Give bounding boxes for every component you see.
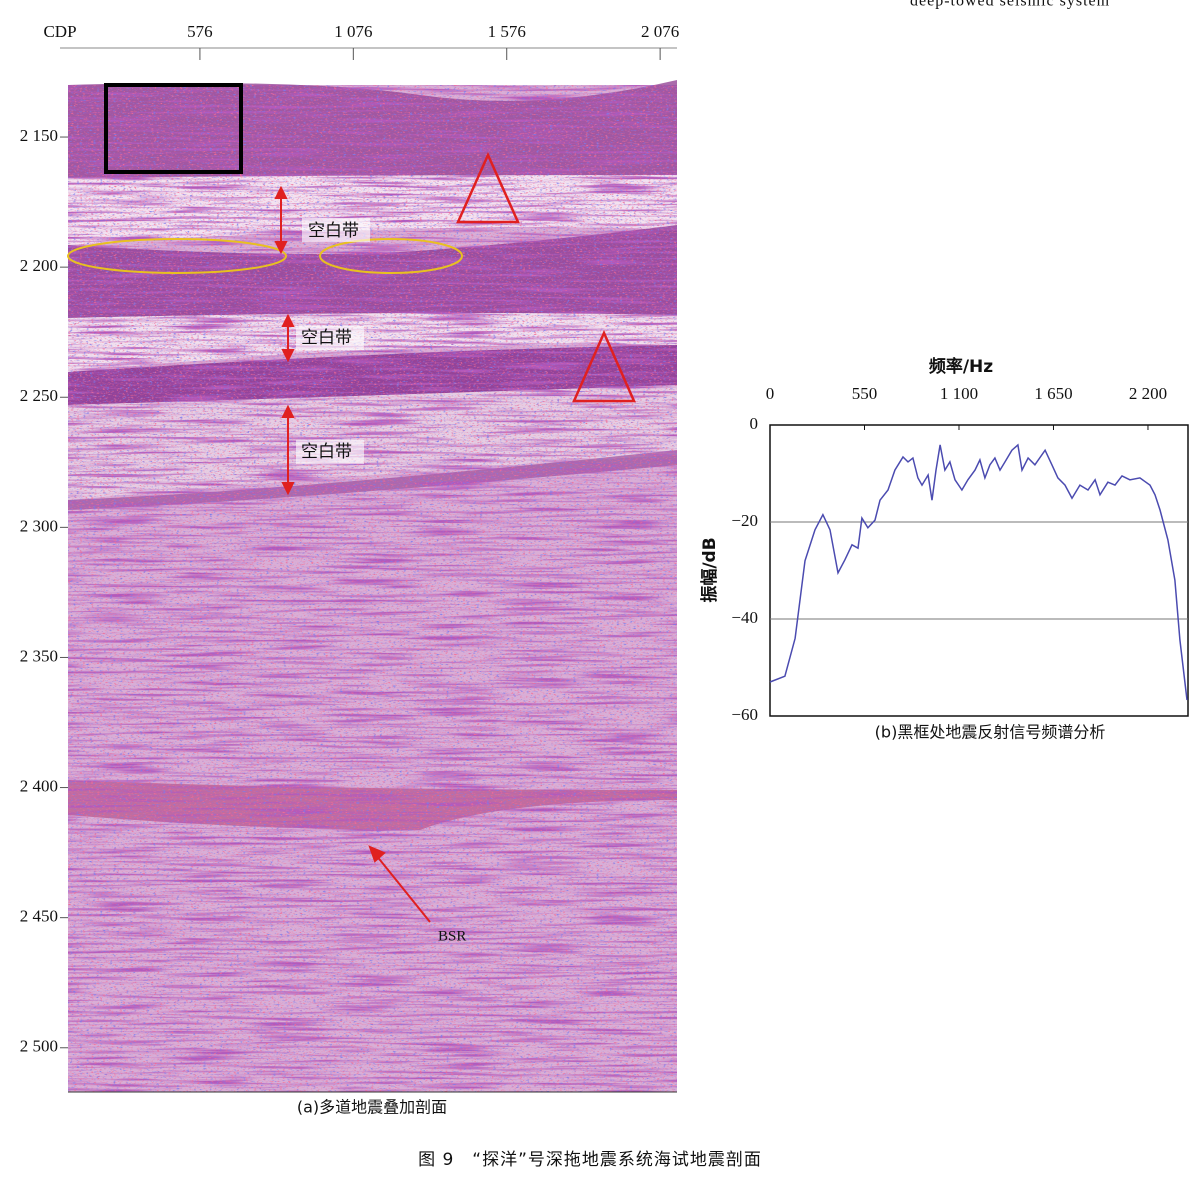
y-tick-label: 2 500 — [20, 1037, 58, 1056]
y-tick-label: 2 450 — [20, 907, 58, 926]
triangle — [456, 151, 520, 224]
y-tick-label: 2 200 — [20, 256, 58, 275]
y-tick-label: −40 — [731, 608, 758, 627]
x-tick-label: 550 — [852, 384, 878, 403]
triangle — [572, 329, 636, 403]
caption: (b)黑框处地震反射信号频谱分析 — [875, 723, 1106, 742]
black-box — [104, 83, 243, 174]
y-tick-label: 2 300 — [20, 516, 58, 535]
y-tick-label: 2 250 — [20, 386, 58, 405]
x-tick-label: 0 — [766, 384, 775, 403]
y-tick-label: 2 350 — [20, 646, 58, 665]
ellipse — [319, 238, 463, 274]
y-tick-label: −60 — [731, 705, 758, 724]
y-tick-label: 2 150 — [20, 126, 58, 145]
x-axis-label: CDP — [43, 22, 76, 41]
x-tick-label: 2 076 — [641, 22, 679, 41]
annotation: 空白带 — [301, 328, 352, 348]
figure-caption: 图 9 “探洋”号深拖地震系统海试地震剖面 — [418, 1150, 762, 1170]
ellipse — [67, 238, 287, 274]
top-text: deep-towed seismic system — [910, 0, 1110, 10]
x-tick-label: 1 650 — [1034, 384, 1072, 403]
annotation: BSR — [438, 928, 466, 944]
caption: (a)多道地震叠加剖面 — [297, 1098, 447, 1117]
y-tick-label: −20 — [731, 511, 758, 530]
annotation: 空白带 — [301, 442, 352, 462]
x-tick-label: 576 — [187, 22, 213, 41]
y-axis-label: 振幅/dB — [699, 537, 720, 602]
y-tick-label: 0 — [750, 414, 759, 433]
x-tick-label: 1 100 — [940, 384, 978, 403]
annotation: 空白带 — [308, 221, 359, 241]
plot-frame — [769, 424, 1189, 717]
x-tick-label: 2 200 — [1129, 384, 1167, 403]
series-line — [769, 443, 1188, 701]
chart-title: 频率/Hz — [929, 356, 993, 377]
y-tick-label: 2 400 — [20, 776, 58, 795]
x-tick-label: 1 076 — [334, 22, 372, 41]
arrows — [274, 185, 431, 923]
seismic-image — [68, 80, 677, 1092]
x-tick-label: 1 576 — [488, 22, 526, 41]
